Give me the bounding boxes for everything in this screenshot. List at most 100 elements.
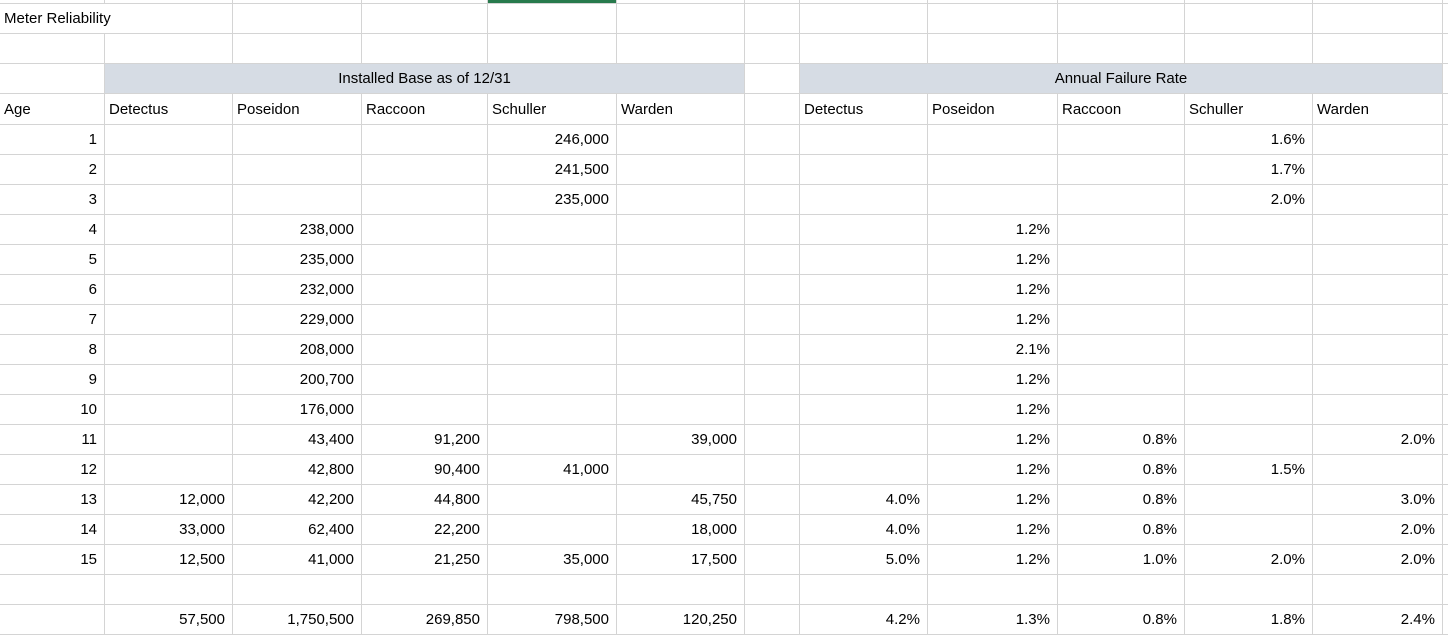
cell-installed-9-raccoon[interactable]	[362, 365, 488, 395]
cell-total-failure-detectus[interactable]: 4.2%	[800, 605, 928, 635]
cell-empty[interactable]	[1313, 575, 1443, 605]
cell-age-8[interactable]: 8	[0, 335, 105, 365]
cell-installed-3-schuller[interactable]: 235,000	[488, 185, 617, 215]
cell-failure-12-poseidon[interactable]: 1.2%	[928, 455, 1058, 485]
cell-total-failure-schuller[interactable]: 1.8%	[1185, 605, 1313, 635]
cell-installed-15-schuller[interactable]: 35,000	[488, 545, 617, 575]
cell-installed-1-detectus[interactable]	[105, 125, 233, 155]
cell-empty[interactable]	[745, 125, 800, 155]
cell-failure-13-poseidon[interactable]: 1.2%	[928, 485, 1058, 515]
cell-failure-1-poseidon[interactable]	[928, 125, 1058, 155]
cell-empty[interactable]	[1313, 34, 1443, 64]
column-header-installed-schuller[interactable]: Schuller	[488, 94, 617, 125]
cell-failure-13-detectus[interactable]: 4.0%	[800, 485, 928, 515]
cell-empty[interactable]	[1185, 4, 1313, 34]
cell-failure-10-warden[interactable]	[1313, 395, 1443, 425]
cell-failure-2-poseidon[interactable]	[928, 155, 1058, 185]
cell-installed-11-warden[interactable]: 39,000	[617, 425, 745, 455]
cell-installed-12-detectus[interactable]	[105, 455, 233, 485]
column-header-failure-warden[interactable]: Warden	[1313, 94, 1443, 125]
cell-failure-4-detectus[interactable]	[800, 215, 928, 245]
cell-failure-6-raccoon[interactable]	[1058, 275, 1185, 305]
cell-empty[interactable]	[928, 575, 1058, 605]
cell-failure-2-warden[interactable]	[1313, 155, 1443, 185]
cell-empty[interactable]	[1058, 575, 1185, 605]
cell-empty[interactable]	[1443, 335, 1448, 365]
cell-failure-15-raccoon[interactable]: 1.0%	[1058, 545, 1185, 575]
cell-installed-6-raccoon[interactable]	[362, 275, 488, 305]
cell-failure-3-schuller[interactable]: 2.0%	[1185, 185, 1313, 215]
cell-age-10[interactable]: 10	[0, 395, 105, 425]
cell-age-13[interactable]: 13	[0, 485, 105, 515]
group-header-annual-failure-rate[interactable]: Annual Failure Rate	[800, 64, 1443, 94]
cell-empty[interactable]	[1058, 34, 1185, 64]
cell-empty[interactable]	[0, 64, 105, 94]
cell-empty[interactable]	[800, 575, 928, 605]
cell-installed-7-schuller[interactable]	[488, 305, 617, 335]
cell-installed-5-raccoon[interactable]	[362, 245, 488, 275]
cell-failure-5-poseidon[interactable]: 1.2%	[928, 245, 1058, 275]
cell-installed-13-poseidon[interactable]: 42,200	[233, 485, 362, 515]
cell-installed-11-raccoon[interactable]: 91,200	[362, 425, 488, 455]
cell-empty[interactable]	[1443, 215, 1448, 245]
cell-installed-8-warden[interactable]	[617, 335, 745, 365]
cell-installed-1-raccoon[interactable]	[362, 125, 488, 155]
cell-empty[interactable]	[1443, 545, 1448, 575]
group-header-installed-base[interactable]: Installed Base as of 12/31	[105, 64, 745, 94]
cell-empty[interactable]	[1443, 34, 1448, 64]
column-header-installed-raccoon[interactable]: Raccoon	[362, 94, 488, 125]
cell-empty[interactable]	[0, 575, 105, 605]
cell-empty[interactable]	[1313, 4, 1443, 34]
cell-installed-7-poseidon[interactable]: 229,000	[233, 305, 362, 335]
cell-empty[interactable]	[745, 455, 800, 485]
cell-failure-5-raccoon[interactable]	[1058, 245, 1185, 275]
cell-installed-14-poseidon[interactable]: 62,400	[233, 515, 362, 545]
cell-empty[interactable]	[1185, 34, 1313, 64]
cell-empty[interactable]	[1443, 455, 1448, 485]
cell-failure-6-schuller[interactable]	[1185, 275, 1313, 305]
column-header-failure-schuller[interactable]: Schuller	[1185, 94, 1313, 125]
cell-empty[interactable]	[800, 34, 928, 64]
cell-failure-12-schuller[interactable]: 1.5%	[1185, 455, 1313, 485]
cell-installed-13-raccoon[interactable]: 44,800	[362, 485, 488, 515]
cell-failure-8-poseidon[interactable]: 2.1%	[928, 335, 1058, 365]
cell-empty[interactable]	[617, 34, 745, 64]
cell-total-failure-warden[interactable]: 2.4%	[1313, 605, 1443, 635]
cell-failure-14-detectus[interactable]: 4.0%	[800, 515, 928, 545]
cell-installed-7-raccoon[interactable]	[362, 305, 488, 335]
cell-failure-8-detectus[interactable]	[800, 335, 928, 365]
cell-empty[interactable]	[745, 245, 800, 275]
cell-installed-12-schuller[interactable]: 41,000	[488, 455, 617, 485]
cell-failure-6-warden[interactable]	[1313, 275, 1443, 305]
cell-empty[interactable]	[1443, 245, 1448, 275]
cell-installed-4-warden[interactable]	[617, 215, 745, 245]
column-header-failure-raccoon[interactable]: Raccoon	[1058, 94, 1185, 125]
cell-installed-12-warden[interactable]	[617, 455, 745, 485]
cell-installed-4-detectus[interactable]	[105, 215, 233, 245]
cell-installed-14-raccoon[interactable]: 22,200	[362, 515, 488, 545]
cell-empty[interactable]	[745, 605, 800, 635]
cell-failure-14-schuller[interactable]	[1185, 515, 1313, 545]
cell-empty[interactable]	[745, 335, 800, 365]
cell-empty[interactable]	[745, 395, 800, 425]
cell-failure-7-detectus[interactable]	[800, 305, 928, 335]
cell-empty[interactable]	[1443, 275, 1448, 305]
cell-installed-1-schuller[interactable]: 246,000	[488, 125, 617, 155]
cell-failure-14-raccoon[interactable]: 0.8%	[1058, 515, 1185, 545]
cell-installed-2-warden[interactable]	[617, 155, 745, 185]
cell-installed-2-schuller[interactable]: 241,500	[488, 155, 617, 185]
cell-empty[interactable]	[1443, 94, 1448, 125]
cell-installed-10-poseidon[interactable]: 176,000	[233, 395, 362, 425]
cell-age-11[interactable]: 11	[0, 425, 105, 455]
cell-age-14[interactable]: 14	[0, 515, 105, 545]
cell-empty[interactable]	[362, 34, 488, 64]
cell-empty[interactable]	[1185, 575, 1313, 605]
cell-failure-10-detectus[interactable]	[800, 395, 928, 425]
cell-failure-2-schuller[interactable]: 1.7%	[1185, 155, 1313, 185]
cell-empty[interactable]	[1443, 485, 1448, 515]
cell-failure-3-warden[interactable]	[1313, 185, 1443, 215]
cell-age-15[interactable]: 15	[0, 545, 105, 575]
cell-age-9[interactable]: 9	[0, 365, 105, 395]
cell-empty[interactable]	[1443, 425, 1448, 455]
cell-failure-11-raccoon[interactable]: 0.8%	[1058, 425, 1185, 455]
